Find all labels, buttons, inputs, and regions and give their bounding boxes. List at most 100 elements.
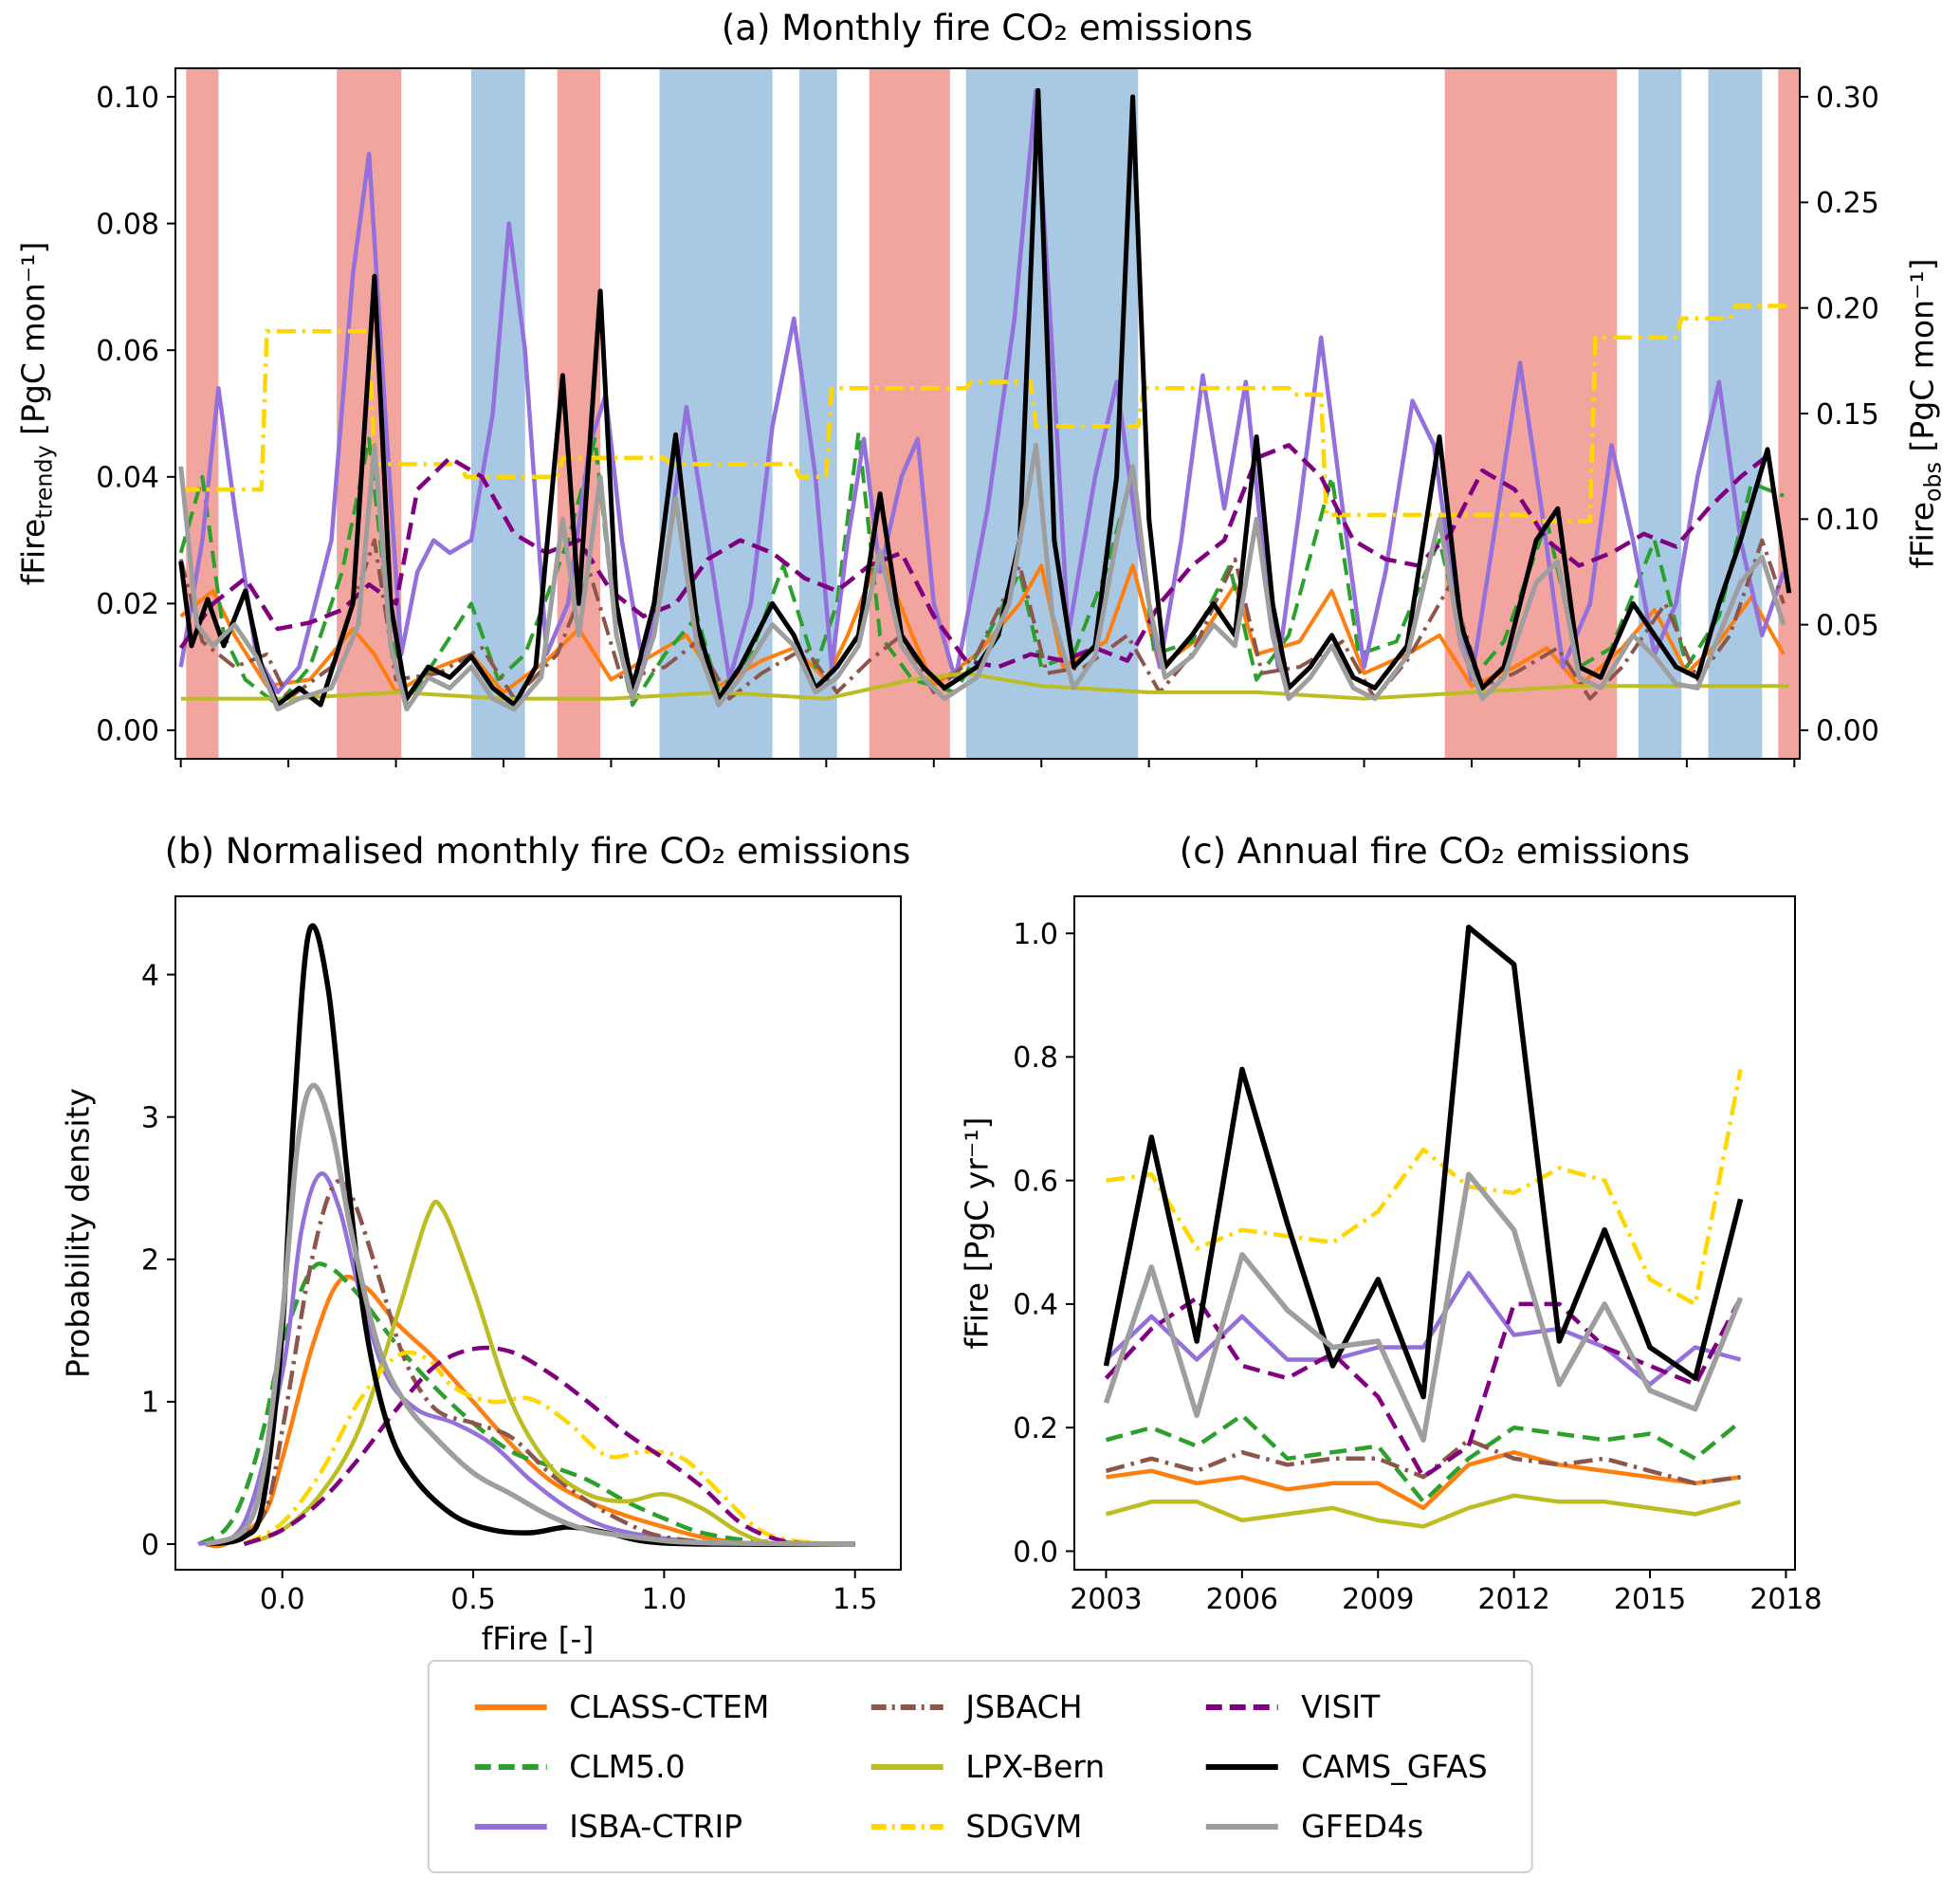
series-jsbach: [1105, 1437, 1741, 1486]
y-tick-right-label: 0.30: [1816, 82, 1879, 115]
x-tick-label: 2015: [1614, 1583, 1686, 1616]
legend-item-sdgvm: SDGVM: [869, 1808, 1105, 1845]
y-tick-label: 1.0: [1013, 918, 1058, 951]
legend-label: CLM5.0: [569, 1748, 686, 1785]
panel-c-title: (c) Annual fire CO₂ emissions: [1179, 831, 1691, 872]
panel-a: 0.00 0.02 0.04 0.06 0.08 0.10 0.00 0.05 0.10 0.15…: [96, 67, 1879, 767]
x-tick-label: 2006: [1206, 1583, 1278, 1616]
legend-line-sample-visit: [1206, 1703, 1279, 1710]
series-visit: [243, 1345, 855, 1547]
x-tick-label: 2018: [1749, 1583, 1822, 1616]
y-tick-label: 0.10: [96, 82, 159, 115]
legend-label: JSBACH: [965, 1688, 1083, 1725]
legend-line-sample-lpx-bern: [870, 1763, 943, 1770]
x-tick-label: 2012: [1477, 1583, 1549, 1616]
series-sdgvm: [243, 1350, 855, 1547]
legend-line-sample-clm5-0: [474, 1763, 547, 1770]
legend-item-isba-ctrip: ISBA-CTRIP: [472, 1808, 769, 1845]
legend-label: SDGVM: [965, 1808, 1083, 1845]
legend-line-sample-sdgvm: [870, 1823, 943, 1830]
y-tick-label: 3: [141, 1101, 159, 1134]
panel-a-ylabel-right: fFireobs [PgC mon⁻¹]: [1904, 258, 1947, 568]
series-visit: [178, 443, 1774, 670]
panel-c: 2003 2006 2009 2012 2015 2018 0.0 0.2 0.4 0.6 0.8 1…: [1013, 895, 1823, 1616]
x-tick-label: 2003: [1070, 1583, 1142, 1616]
y-tick-label: 0.02: [96, 588, 159, 621]
y-tick-label: 0.08: [96, 208, 159, 241]
series-gfed4s: [1103, 1171, 1744, 1443]
legend-label: CLASS-CTEM: [569, 1688, 770, 1725]
series-gfed4s: [178, 442, 1786, 712]
ylabel-left-pre: fFire: [14, 518, 52, 586]
y-tick-label: 0.2: [1013, 1412, 1058, 1445]
panel-a-title: (a) Monthly fire CO₂ emissions: [721, 8, 1254, 48]
series-cams-gfas: [1103, 924, 1744, 1400]
x-tick-label: 0.0: [260, 1583, 305, 1616]
y-tick-label: 1: [141, 1387, 159, 1420]
y-tick-label: 0.8: [1013, 1041, 1058, 1075]
y-tick-right-label: 0.20: [1816, 292, 1879, 325]
series-jsbach: [223, 1178, 855, 1547]
legend-label: VISIT: [1301, 1688, 1381, 1725]
series-isba-ctrip: [1104, 1271, 1742, 1387]
legend-item-lpx-bern: LPX-Bern: [869, 1748, 1105, 1785]
legend-label: CAMS_GFAS: [1301, 1748, 1488, 1785]
legend-line-sample-class-ctem: [474, 1703, 547, 1710]
x-tick-label: 1.0: [642, 1583, 687, 1616]
axes-frame: [1073, 895, 1796, 1571]
legend-item-cams-gfas: CAMS_GFAS: [1204, 1748, 1488, 1785]
panel-a-ylabel-left: fFiretrendy [PgC mon⁻¹]: [15, 242, 58, 585]
legend-item-visit: VISIT: [1204, 1688, 1488, 1725]
legend-line-sample-cams-gfas: [1206, 1763, 1279, 1770]
y-tick-label: 4: [141, 959, 159, 992]
y-tick-label: 2: [141, 1244, 159, 1278]
x-tick-label: 2009: [1342, 1583, 1414, 1616]
x-tick-label: 0.5: [450, 1583, 496, 1616]
series-lpx-bern: [1105, 1493, 1742, 1529]
la-nina-band: [965, 68, 1139, 759]
y-tick-label: 0.0: [1013, 1536, 1058, 1569]
legend-line-sample-gfed4s: [1206, 1823, 1279, 1830]
y-tick-right-label: 0.10: [1816, 504, 1879, 537]
ylabel-left-sub: trendy: [30, 445, 58, 519]
el-nino-band: [186, 68, 219, 759]
y-tick-right-label: 0.00: [1816, 715, 1879, 748]
legend-item-jsbach: JSBACH: [869, 1688, 1105, 1725]
ylabel-right-sub: obs: [1919, 462, 1947, 502]
panel-c-ylabel: fFire [PgC yr⁻¹]: [958, 1116, 996, 1350]
axes-frame: [174, 895, 902, 1571]
la-nina-band: [470, 68, 525, 759]
panel-b-title: (b) Normalised monthly fire CO₂ emission…: [164, 831, 911, 872]
el-nino-band: [1778, 68, 1800, 759]
series-sdgvm: [1106, 1068, 1743, 1307]
legend-label: LPX-Bern: [965, 1748, 1106, 1785]
series-clm5-0: [197, 1261, 855, 1547]
series-isba-ctrip: [178, 88, 1786, 695]
series-sdgvm: [180, 304, 1795, 524]
series-class-ctem: [205, 1274, 855, 1549]
y-tick-label: 0.04: [96, 462, 159, 495]
legend-item-gfed4s: GFED4s: [1204, 1808, 1488, 1845]
legend: CLASS-CTEM CLM5.0 ISBA-CTRIP JSBACH LPX-Bern…: [427, 1660, 1533, 1873]
series-clm5-0: [1105, 1412, 1743, 1504]
y-tick-label: 0.6: [1013, 1165, 1058, 1198]
panel-b-ylabel: Probability density: [59, 1088, 97, 1378]
ylabel-right-post: [PgC mon⁻¹]: [1903, 258, 1941, 463]
panel-b: 0.0 0.5 1.0 1.5 0 1 2 3 4: [141, 895, 902, 1616]
y-tick-right-label: 0.15: [1816, 398, 1879, 432]
legend-item-class-ctem: CLASS-CTEM: [472, 1688, 769, 1725]
legend-item-clm5-0: CLM5.0: [472, 1748, 769, 1785]
series-class-ctem: [1106, 1449, 1741, 1511]
y-tick-right-label: 0.05: [1816, 609, 1879, 642]
legend-line-sample-isba-ctrip: [474, 1823, 547, 1830]
series-jsbach: [178, 538, 1786, 701]
series-gfed4s: [205, 1082, 855, 1547]
y-tick-label: 0.4: [1013, 1289, 1058, 1322]
y-tick-right-label: 0.25: [1816, 187, 1879, 220]
series-cams-gfas: [178, 87, 1792, 708]
ylabel-left-post: [PgC mon⁻¹]: [14, 241, 52, 446]
y-tick-label: 0.06: [96, 335, 159, 368]
ylabel-right-pre: fFire: [1903, 502, 1941, 569]
